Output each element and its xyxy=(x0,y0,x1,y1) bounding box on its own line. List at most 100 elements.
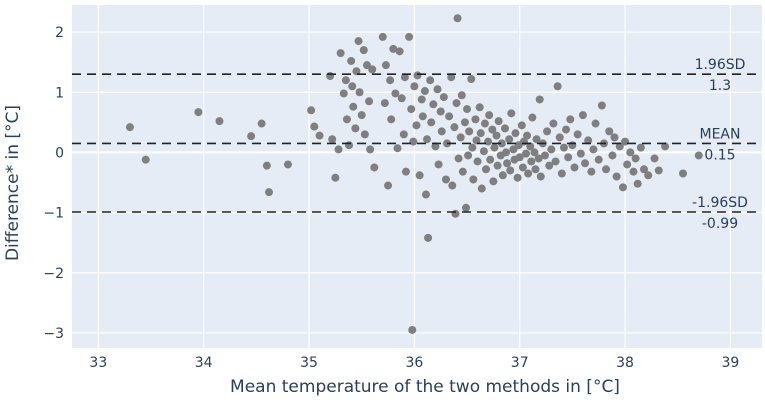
x-tick-label: 33 xyxy=(89,355,107,371)
data-point xyxy=(328,135,337,144)
data-point xyxy=(412,121,421,130)
data-point xyxy=(452,99,461,108)
data-point xyxy=(355,88,364,97)
data-point xyxy=(368,65,377,74)
data-point xyxy=(345,141,354,150)
data-point xyxy=(431,142,440,151)
data-point xyxy=(424,233,433,242)
data-point xyxy=(507,109,516,118)
data-point xyxy=(493,161,502,170)
data-point xyxy=(623,160,632,169)
data-point xyxy=(484,137,493,146)
data-point xyxy=(405,32,414,41)
data-point xyxy=(365,97,374,106)
data-point xyxy=(523,131,532,140)
data-point xyxy=(475,103,484,112)
data-point xyxy=(562,125,571,134)
data-point xyxy=(465,127,474,136)
data-point xyxy=(502,148,511,157)
data-point xyxy=(401,167,410,176)
data-point xyxy=(352,67,361,76)
data-point xyxy=(629,167,638,176)
reference-line-value: -0.99 xyxy=(702,216,738,232)
data-point xyxy=(644,171,653,180)
data-point xyxy=(215,117,224,126)
data-point xyxy=(366,145,375,154)
data-point xyxy=(545,161,554,170)
data-point xyxy=(397,94,406,103)
data-point xyxy=(498,171,507,180)
reference-line-value: 0.15 xyxy=(704,147,735,163)
data-point xyxy=(534,154,543,163)
data-point xyxy=(576,149,585,158)
data-point xyxy=(357,111,366,120)
data-point xyxy=(429,100,438,109)
x-tick-label: 37 xyxy=(511,355,529,371)
data-point xyxy=(415,171,424,180)
data-point xyxy=(339,89,348,98)
data-point xyxy=(378,32,387,41)
y-axis-title: Difference* in [°C] xyxy=(3,105,23,261)
data-point xyxy=(264,188,273,197)
data-point xyxy=(418,112,427,121)
data-point xyxy=(456,133,465,142)
data-point xyxy=(380,99,389,108)
reference-line-label: 1.96SD xyxy=(695,57,746,73)
y-tick-label: −1 xyxy=(43,206,64,222)
data-point xyxy=(581,159,590,168)
data-points xyxy=(125,14,703,334)
data-point xyxy=(417,95,426,104)
data-point xyxy=(631,154,640,163)
data-point xyxy=(490,143,499,152)
data-point xyxy=(370,163,379,172)
data-point xyxy=(602,165,611,174)
data-point xyxy=(426,76,435,85)
data-point xyxy=(434,160,443,169)
data-point xyxy=(505,135,514,144)
data-point xyxy=(543,127,552,136)
data-point xyxy=(608,151,617,160)
data-point xyxy=(594,155,603,164)
data-point xyxy=(407,105,416,114)
data-point xyxy=(387,115,396,124)
data-point xyxy=(433,85,442,94)
y-tick-labels: −3 −2 −1 0 1 2 xyxy=(43,25,64,342)
data-point xyxy=(513,173,522,182)
data-point xyxy=(334,145,343,154)
data-point xyxy=(471,115,480,124)
reference-line-label: MEAN xyxy=(700,126,741,142)
data-point xyxy=(453,14,462,23)
data-point xyxy=(535,95,544,104)
data-point xyxy=(351,124,360,133)
data-point xyxy=(578,111,587,120)
data-point xyxy=(307,106,316,115)
data-point xyxy=(257,119,266,128)
x-axis-title: Mean temperature of the two methods in [… xyxy=(230,377,620,397)
data-point xyxy=(125,123,134,132)
data-point xyxy=(420,87,429,96)
data-point xyxy=(476,129,485,138)
data-point xyxy=(262,161,271,170)
data-point xyxy=(587,167,596,176)
data-point xyxy=(568,141,577,150)
data-point xyxy=(530,148,539,157)
x-tick-label: 36 xyxy=(405,355,423,371)
data-point xyxy=(480,119,489,128)
data-point xyxy=(591,119,600,128)
reference-lines: 1.96SD 1.3 MEAN 0.15 -1.96SD -0.99 xyxy=(72,57,762,232)
data-point xyxy=(532,135,541,144)
data-point xyxy=(359,46,368,55)
data-point xyxy=(610,133,619,142)
data-point xyxy=(448,181,457,190)
data-point xyxy=(445,112,454,121)
data-point xyxy=(354,37,363,46)
y-tick-label: 1 xyxy=(55,85,64,101)
data-point xyxy=(421,190,430,199)
data-point xyxy=(518,163,527,172)
data-point xyxy=(247,132,256,141)
data-point xyxy=(497,139,506,148)
data-point xyxy=(557,169,566,178)
data-point xyxy=(427,118,436,127)
x-tick-label: 38 xyxy=(616,355,634,371)
